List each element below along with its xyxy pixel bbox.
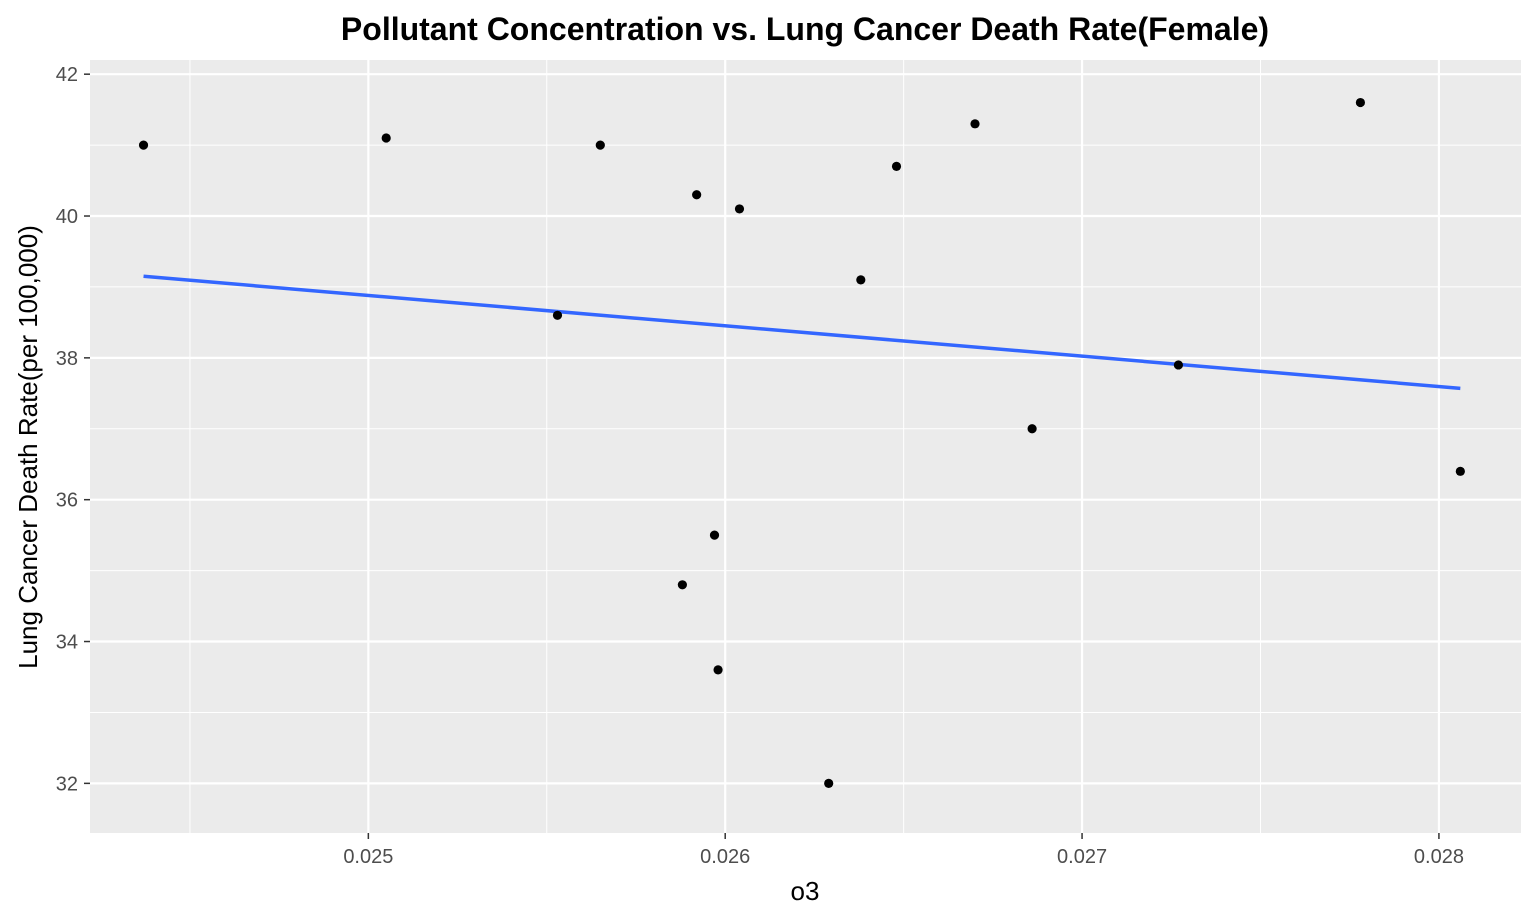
y-tick-label: 38 [56, 348, 78, 370]
data-point [138, 140, 149, 150]
grid-minor [90, 60, 1521, 833]
y-tick-label: 34 [56, 632, 78, 654]
data-point [552, 310, 563, 320]
data-point [1027, 424, 1037, 434]
x-tick-label: 0.026 [700, 846, 750, 868]
data-point [891, 161, 902, 171]
x-tick-label: 0.025 [343, 846, 393, 868]
x-axis-title: o3 [791, 876, 820, 906]
data-point [692, 190, 702, 200]
chart-title: Pollutant Concentration vs. Lung Cancer … [341, 11, 1269, 47]
data-point [709, 530, 720, 540]
x-tick-label: 0.028 [1414, 846, 1464, 868]
data-point [734, 204, 745, 214]
y-axis-title: Lung Cancer Death Rate(per 100,000) [13, 225, 43, 669]
y-tick-label: 42 [56, 64, 78, 86]
data-point [1355, 97, 1366, 108]
data-point [1455, 466, 1465, 476]
grid-major [90, 60, 1521, 833]
x-axis: 0.025 0.026 0.027 0.028 [343, 833, 1464, 868]
data-point [824, 778, 834, 788]
data-point [713, 665, 723, 675]
data-point [595, 140, 605, 150]
y-axis: 32 34 36 38 40 42 [56, 64, 90, 795]
data-point [677, 580, 687, 590]
plot-panel [90, 60, 1521, 833]
points-layer [138, 97, 1465, 788]
fit-line-layer [143, 274, 1461, 391]
fit-line [143, 274, 1461, 391]
data-point [381, 133, 391, 143]
y-tick-label: 40 [56, 206, 78, 228]
data-point [856, 275, 866, 285]
y-tick-label: 36 [56, 490, 78, 512]
y-tick-label: 32 [56, 773, 78, 795]
data-point [970, 119, 980, 129]
x-tick-label: 0.027 [1057, 846, 1107, 868]
data-point [1173, 360, 1184, 370]
